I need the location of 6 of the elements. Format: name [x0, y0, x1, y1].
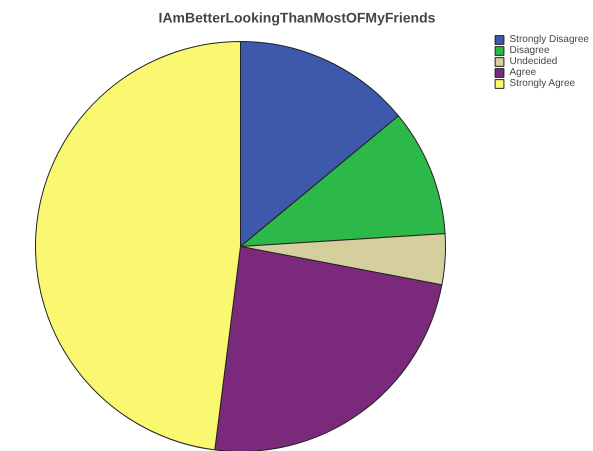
legend-label: Undecided — [510, 56, 558, 67]
legend-label: Agree — [510, 67, 536, 78]
legend-label: Strongly Agree — [510, 78, 576, 89]
chart-title: IAmBetterLookingThanMostOFMyFriends — [158, 10, 436, 26]
legend-label: Strongly Disagree — [510, 34, 589, 45]
legend-label: Disagree — [510, 45, 550, 56]
